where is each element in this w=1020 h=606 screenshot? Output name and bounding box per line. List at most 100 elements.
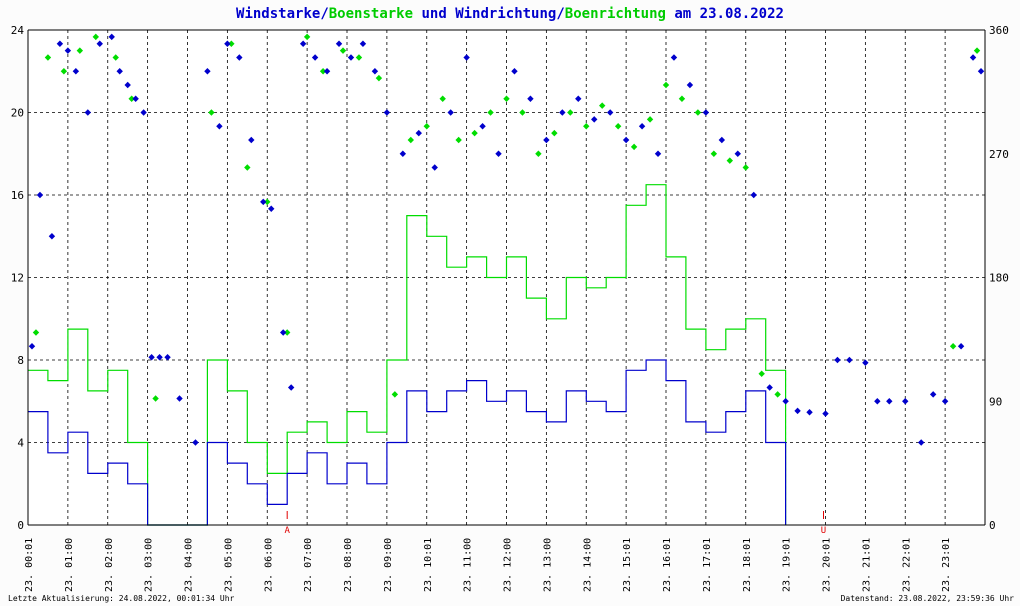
wind-direction-point-16 xyxy=(176,395,183,402)
gust-direction-point-33 xyxy=(630,143,638,151)
wind-direction-point-70 xyxy=(929,391,937,398)
wind-direction-point-12 xyxy=(140,109,147,116)
wind-direction-point-18 xyxy=(204,68,211,75)
wind-direction-point-25 xyxy=(280,329,287,336)
gust-direction-point-24 xyxy=(487,109,494,116)
right-tick-label-180: 180 xyxy=(989,272,1009,285)
wind-direction-point-14 xyxy=(156,354,163,361)
gust-direction-point-0 xyxy=(32,329,40,336)
wind-direction-point-11 xyxy=(132,95,139,102)
title-part-3: und xyxy=(413,6,455,22)
x-tick-label-19: 23. 19:01 xyxy=(782,538,793,592)
wind-direction-point-31 xyxy=(347,54,355,61)
gust-direction-point-9 xyxy=(228,40,235,47)
wind-direction-point-54 xyxy=(702,109,710,116)
gust-direction-point-36 xyxy=(678,95,686,102)
wind-direction-point-61 xyxy=(806,409,813,416)
x-tick-label-6: 23. 06:00 xyxy=(263,538,274,592)
wind-direction-point-53 xyxy=(686,81,694,89)
grid-lines xyxy=(28,30,985,525)
wind-direction-point-48 xyxy=(606,109,614,116)
wind-direction-point-37 xyxy=(431,164,438,171)
wind-direction-point-30 xyxy=(335,40,343,47)
gust-direction-point-28 xyxy=(551,129,558,137)
wind-direction-point-24 xyxy=(268,205,275,212)
footer-last-update: Letzte Aktualisierung: 24.08.2022, 00:01… xyxy=(8,594,235,603)
axes xyxy=(27,29,986,526)
wind-direction-point-8 xyxy=(108,33,115,41)
wind-direction-point-33 xyxy=(371,68,379,75)
wind-direction-point-3 xyxy=(56,40,64,47)
x-tick-label-4: 23. 04:00 xyxy=(184,538,195,592)
wind-direction-point-59 xyxy=(782,398,789,405)
left-tick-label-0: 0 xyxy=(17,519,24,532)
wind-direction-point-29 xyxy=(323,68,331,75)
right-tick-label-0: 0 xyxy=(989,519,996,532)
wind-direction-point-6 xyxy=(84,109,92,116)
gust-direction-point-1 xyxy=(44,54,52,61)
wind-direction-point-34 xyxy=(383,109,391,116)
left-tick-label-20: 20 xyxy=(11,107,24,120)
wind-direction-point-0 xyxy=(28,343,36,350)
wind-direction-point-45 xyxy=(559,109,566,116)
wind-direction-point-15 xyxy=(164,354,171,361)
x-tick-label-5: 23. 05:00 xyxy=(223,538,234,592)
title-part-6: Boenrichtung xyxy=(565,6,666,22)
gust-direction-point-23 xyxy=(471,129,478,137)
x-tick-label-15: 23. 15:01 xyxy=(622,538,633,592)
x-tick-label-8: 23. 08:00 xyxy=(343,538,354,592)
right-axis-ticks: 0 90 180 270 360 xyxy=(989,24,1009,532)
footer-data-status: Datenstand: 23.08.2022, 23:59:36 Uhr xyxy=(841,594,1015,603)
wind-direction-point-9 xyxy=(116,68,123,75)
x-tick-label-0: 23. 00:01 xyxy=(24,538,35,592)
gust-direction-point-20 xyxy=(423,123,430,130)
wind-direction-point-72 xyxy=(957,343,965,350)
title-part-5: / xyxy=(556,6,564,22)
left-tick-label-24: 24 xyxy=(11,24,25,37)
gust-direction-point-7 xyxy=(152,395,159,402)
gust-direction-point-43 xyxy=(949,343,957,350)
wind-direction-point-56 xyxy=(734,150,741,157)
x-axis-ticks: 23. 00:01 23. 01:00 23. 02:00 23. 03:00 23. … xyxy=(24,538,952,592)
gust-direction-point-32 xyxy=(614,123,622,130)
left-tick-label-12: 12 xyxy=(11,272,24,285)
left-tick-label-16: 16 xyxy=(11,189,24,202)
gust-direction-point-44 xyxy=(973,47,981,54)
gust-direction-point-22 xyxy=(455,136,462,144)
x-tick-label-14: 23. 14:00 xyxy=(582,538,593,592)
wind-direction-point-57 xyxy=(750,191,757,199)
chart-title: Windstarke/Boenstarke und Windrichtung/B… xyxy=(236,6,784,22)
x-tick-label-7: 23. 07:00 xyxy=(303,538,314,592)
wind-direction-point-74 xyxy=(977,68,985,75)
x-tick-label-13: 23. 13:00 xyxy=(542,538,553,592)
gust-direction-series xyxy=(32,33,981,402)
x-tick-label-12: 23. 12:00 xyxy=(503,538,514,592)
gust-direction-point-40 xyxy=(742,164,749,171)
wind-direction-point-63 xyxy=(834,356,841,364)
x-tick-label-10: 23. 10:01 xyxy=(423,538,434,592)
right-tick-label-90: 90 xyxy=(989,395,1002,408)
wind-direction-point-51 xyxy=(654,150,662,157)
wind-direction-point-26 xyxy=(287,384,295,391)
x-tick-label-17: 23. 17:01 xyxy=(702,538,713,592)
x-tick-label-1: 23. 01:00 xyxy=(64,538,75,592)
gust-direction-point-6 xyxy=(128,95,135,102)
wind-direction-point-71 xyxy=(941,398,949,405)
wind-direction-point-13 xyxy=(148,354,155,361)
gust-direction-point-29 xyxy=(567,109,574,116)
x-tick-label-2: 23. 02:00 xyxy=(104,538,115,592)
title-part-2: Boenstarke xyxy=(329,6,413,22)
gust-direction-point-12 xyxy=(283,329,291,336)
wind-direction-point-5 xyxy=(72,68,80,75)
gust-direction-point-3 xyxy=(76,47,84,54)
wind-direction-point-41 xyxy=(495,150,502,157)
x-tick-label-21: 23. 21:01 xyxy=(861,538,872,592)
wind-direction-point-2 xyxy=(48,233,56,240)
title-part-0: Windstarke xyxy=(236,6,320,22)
x-tick-label-9: 23. 09:00 xyxy=(383,538,394,592)
wind-direction-point-4 xyxy=(64,47,72,54)
wind-direction-point-7 xyxy=(96,40,103,47)
title-part-4: Windrichtung xyxy=(455,6,556,22)
gust-direction-point-39 xyxy=(726,157,733,164)
gust-direction-point-37 xyxy=(694,109,702,116)
